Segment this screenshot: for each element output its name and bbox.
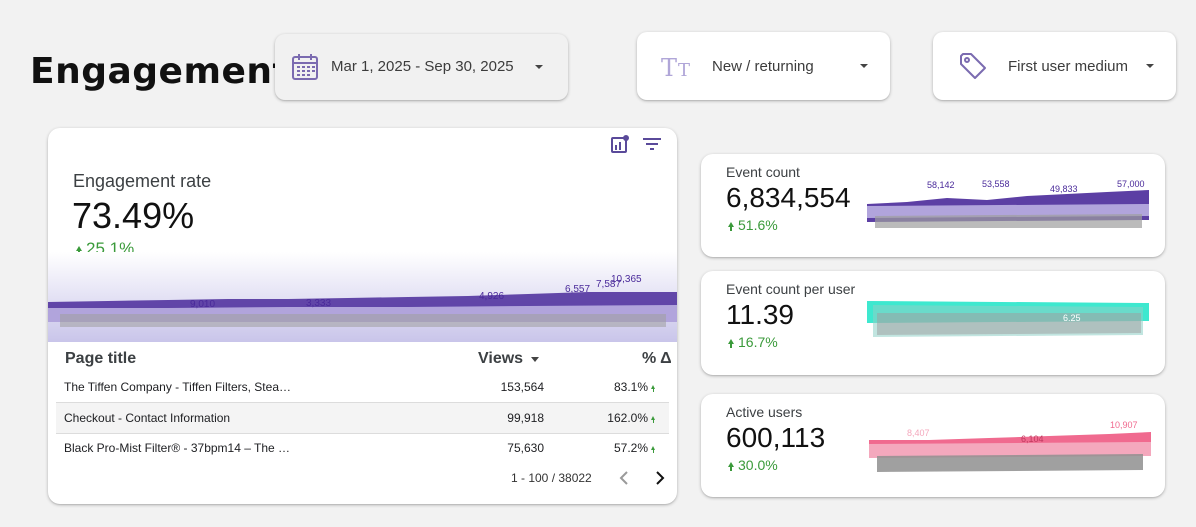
arrow-up-icon	[728, 461, 734, 471]
kpi-delta: 51.6%	[728, 217, 778, 233]
chart-label: 4,926	[479, 291, 504, 302]
sparkline-label: 58,142	[927, 180, 955, 190]
sparkline-label: 57,000	[1117, 179, 1145, 189]
arrow-up-icon	[728, 221, 734, 231]
column-header-views[interactable]: Views	[478, 350, 540, 368]
table-row[interactable]: Black Pro-Mist Filter® - 37bpm14 – The ……	[56, 433, 669, 463]
sparkline-label: 10,907	[1110, 420, 1138, 430]
segment-value: New / returning	[712, 58, 814, 75]
table-row[interactable]: The Tiffen Company - Tiffen Filters, Ste…	[56, 372, 669, 402]
svg-text:T: T	[678, 60, 690, 80]
kpi-label: Event count per user	[726, 281, 856, 297]
sort-down-icon	[531, 356, 540, 362]
sparkline-label: 49,833	[1050, 184, 1078, 194]
sparkline-event-count-per-user: 6.25	[867, 291, 1149, 355]
kpi-card-event-count-per-user: Event count per user 11.39 16.7% 6.25	[701, 271, 1165, 375]
date-range-picker[interactable]: Mar 1, 2025 - Sep 30, 2025	[275, 34, 568, 100]
row-page-title: Black Pro-Mist Filter® - 37bpm14 – The …	[64, 441, 291, 455]
chevron-down-icon	[535, 65, 543, 69]
column-header-change[interactable]: % Δ	[642, 350, 672, 367]
chart-label: 10,365	[611, 274, 642, 285]
svg-text:T: T	[661, 54, 677, 80]
date-range-value: Mar 1, 2025 - Sep 30, 2025	[331, 58, 514, 75]
kpi-delta: 30.0%	[728, 457, 778, 473]
dimension-value: First user medium	[1008, 58, 1129, 75]
kpi-delta-value: 16.7%	[738, 334, 778, 350]
kpi-label: Event count	[726, 164, 800, 180]
arrow-up-icon	[651, 385, 655, 392]
column-header-page-title[interactable]: Page title	[65, 350, 137, 367]
kpi-delta-value: 30.0%	[738, 457, 778, 473]
kpi-delta-value: 51.6%	[738, 217, 778, 233]
views-header-label: Views	[478, 350, 524, 367]
chart-label: 6,557	[565, 284, 590, 295]
chart-label: 9,010	[190, 299, 215, 310]
sparkline-active-users: 8,407 6,104 10,907	[869, 416, 1151, 480]
row-views: 153,564	[500, 380, 544, 394]
row-page-title: Checkout - Contact Information	[64, 411, 231, 425]
row-change-value: 162.0%	[607, 411, 648, 425]
kpi-value: 11.39	[726, 299, 794, 330]
arrow-up-icon	[728, 338, 734, 348]
filter-icon[interactable]	[642, 136, 662, 157]
text-type-icon: T T	[661, 54, 697, 84]
arrow-up-icon	[651, 446, 655, 453]
row-change-value: 57.2%	[613, 441, 648, 455]
row-views: 75,630	[507, 441, 544, 455]
segment-filter[interactable]: T T New / returning	[637, 32, 890, 100]
chevron-down-icon	[860, 64, 868, 68]
sparkline-label: 6,104	[1021, 434, 1044, 444]
kpi-value: 600,113	[726, 422, 826, 453]
kpi-value: 6,834,554	[726, 182, 851, 213]
engagement-chart: 9,010 3,333 4,926 6,557 7,587 10,365	[48, 252, 677, 342]
sparkline-event-count: 58,142 53,558 49,833 57,000	[867, 176, 1149, 240]
arrow-up-icon	[651, 416, 655, 423]
row-divider	[56, 402, 669, 403]
row-change: 83.1%	[614, 380, 655, 394]
chevron-left-icon[interactable]	[618, 470, 630, 491]
chart-settings-icon[interactable]	[610, 134, 630, 159]
row-change: 57.2%	[614, 441, 655, 455]
dimension-filter[interactable]: First user medium	[933, 32, 1176, 100]
sparkline-label: 8,407	[907, 428, 930, 438]
row-views: 99,918	[507, 411, 544, 425]
arrow-up-icon	[76, 245, 82, 255]
row-divider	[56, 433, 669, 434]
sparkline-label: 6.25	[1063, 313, 1081, 323]
row-change: 162.0%	[607, 411, 655, 425]
kpi-card-event-count: Event count 6,834,554 51.6% 58,142 53,55…	[701, 154, 1165, 257]
pagination-label: 1 - 100 / 38022	[511, 471, 592, 485]
row-page-title: The Tiffen Company - Tiffen Filters, Ste…	[64, 380, 291, 394]
chevron-right-icon[interactable]	[654, 470, 666, 491]
engagement-card: Engagement rate 73.49% 25.1% 9,010 3,333…	[48, 128, 677, 504]
metric-label: Engagement rate	[73, 171, 212, 191]
table-row[interactable]: Checkout - Contact Information 99,918 16…	[56, 403, 669, 433]
calendar-icon	[291, 53, 319, 85]
tag-icon	[957, 50, 989, 86]
page-title: Engagement	[30, 51, 291, 92]
chevron-down-icon	[1146, 64, 1154, 68]
row-change-value: 83.1%	[613, 380, 648, 394]
kpi-delta: 16.7%	[728, 334, 778, 350]
chart-label: 7,587	[596, 279, 621, 290]
sparkline-label: 53,558	[982, 179, 1010, 189]
metric-value: 73.49%	[72, 195, 195, 236]
kpi-card-active-users: Active users 600,113 30.0% 8,407 6,104 1…	[701, 394, 1165, 497]
chart-label: 3,333	[306, 298, 331, 309]
kpi-label: Active users	[726, 404, 803, 420]
